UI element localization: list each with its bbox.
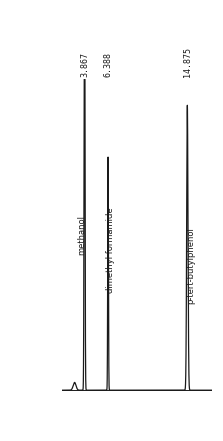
Text: dimethyl formamide: dimethyl formamide — [106, 208, 115, 293]
Text: 6.388: 6.388 — [104, 52, 113, 77]
Text: 3.867: 3.867 — [80, 52, 89, 77]
Text: p-tert-butylphenol: p-tert-butylphenol — [186, 228, 195, 304]
Text: methanol: methanol — [77, 215, 86, 255]
Text: 14.875: 14.875 — [183, 47, 192, 77]
